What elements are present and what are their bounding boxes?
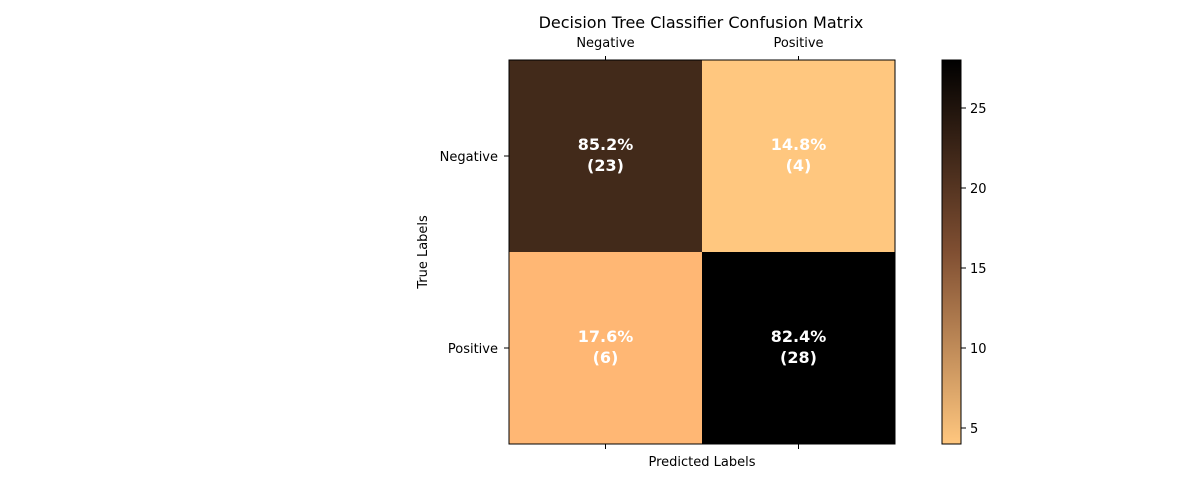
cell-percent-label: 85.2% xyxy=(578,135,634,154)
cell-count-label: (23) xyxy=(587,156,624,175)
colorbar-tick-label: 20 xyxy=(970,182,987,197)
x-axis-label: Predicted Labels xyxy=(648,455,755,470)
colorbar-tick-label: 25 xyxy=(970,102,987,117)
colorbar-tick-label: 15 xyxy=(970,262,987,277)
colorbar-tick-label: 10 xyxy=(970,342,987,357)
x-axis-ticks: Negative Positive xyxy=(576,36,824,449)
heatmap-cell xyxy=(702,252,895,444)
cell-count-label: (4) xyxy=(786,156,812,175)
cell-percent-label: 17.6% xyxy=(578,327,634,346)
plot-frame xyxy=(508,59,896,445)
colorbar-ticks: 5 10 15 20 25 xyxy=(961,102,987,437)
heatmap-cell xyxy=(509,252,702,444)
chart-title: Decision Tree Classifier Confusion Matri… xyxy=(539,13,864,32)
colorbar xyxy=(941,59,962,445)
y-tick-label: Negative xyxy=(440,150,498,165)
x-tick-label: Positive xyxy=(773,36,823,51)
cell-count-label: (28) xyxy=(780,348,817,367)
heatmap-cell xyxy=(702,60,895,252)
y-axis-ticks: Negative Positive xyxy=(440,150,509,357)
heatmap-cells: 85.2% (23) 14.8% (4) 17.6% (6) 82.4% (28) xyxy=(509,60,895,444)
cell-percent-label: 82.4% xyxy=(771,327,827,346)
colorbar-tick-label: 5 xyxy=(970,422,978,437)
cell-percent-label: 14.8% xyxy=(771,135,827,154)
x-tick-label: Negative xyxy=(576,36,634,51)
y-axis-label: True Labels xyxy=(416,215,431,290)
y-tick-label: Positive xyxy=(448,342,498,357)
cell-count-label: (6) xyxy=(593,348,619,367)
heatmap-cell xyxy=(509,60,702,252)
